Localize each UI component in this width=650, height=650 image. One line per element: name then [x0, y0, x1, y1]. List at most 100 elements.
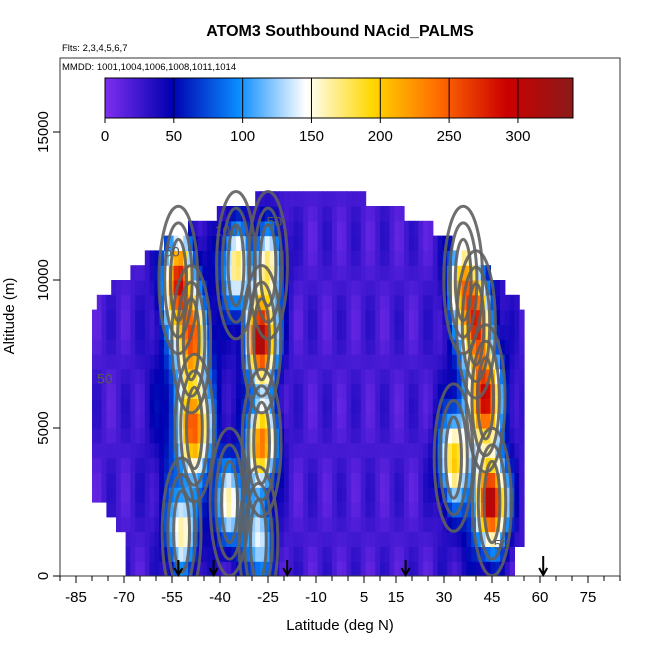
flight-arrows [173, 556, 549, 578]
heatmap-cell [221, 531, 227, 547]
heatmap-cell [269, 442, 275, 459]
heatmap-cell [394, 442, 400, 459]
heatmap-cell [255, 309, 261, 325]
heatmap-cell [389, 206, 395, 222]
heatmap-cell [461, 324, 467, 340]
heatmap-cell [514, 398, 520, 414]
heatmap-cell [130, 561, 136, 576]
heatmap-cell [389, 265, 395, 281]
heatmap-cell [279, 457, 285, 473]
heatmap-cell [212, 383, 218, 399]
heatmap-cell [140, 487, 146, 503]
heatmap-cell [298, 354, 304, 370]
heatmap-cell [284, 294, 290, 311]
heatmap-cell [423, 354, 429, 370]
heatmap-cell [514, 294, 520, 311]
heatmap-cell [264, 339, 271, 355]
heatmap-cell [332, 383, 338, 399]
heatmap-cell [216, 265, 223, 281]
heatmap-cell [495, 428, 501, 444]
heatmap-cell [360, 220, 367, 237]
heatmap-cell [106, 339, 112, 355]
heatmap-cell [322, 368, 328, 385]
heatmap-cell [360, 324, 367, 340]
heatmap-cell [351, 235, 357, 251]
heatmap-cell [250, 354, 256, 370]
heatmap-cell [408, 280, 415, 296]
heatmap-cell [135, 309, 141, 325]
heatmap-cell [394, 561, 400, 576]
heatmap-cell [466, 502, 472, 518]
heatmap-cell [130, 546, 136, 562]
heatmap-cell [144, 309, 151, 325]
heatmap-cell [332, 235, 338, 251]
heatmap-cell [130, 294, 136, 311]
heatmap-cell [466, 516, 472, 533]
heatmap-cell [260, 472, 266, 488]
heatmap-cell [370, 457, 376, 473]
heatmap-cell [370, 250, 376, 266]
heatmap-cell [188, 220, 194, 237]
heatmap-cell [154, 294, 160, 311]
heatmap-cell [380, 206, 386, 222]
heatmap-cell [164, 428, 170, 444]
contour-line [438, 399, 469, 517]
heatmap-cell [159, 383, 165, 399]
heatmap-cell [519, 502, 525, 518]
heatmap-cell [120, 294, 127, 311]
heatmap-cell [250, 546, 256, 562]
heatmap-cell [293, 457, 299, 473]
contour-label: 50 [267, 214, 283, 230]
heatmap-cell [404, 339, 410, 355]
heatmap-cell [135, 339, 141, 355]
heatmap-cell [226, 220, 232, 237]
heatmap-cell [418, 531, 424, 547]
heatmap-cell [384, 516, 391, 533]
contour-line [476, 356, 496, 441]
heatmap-cell [236, 235, 242, 251]
heatmap-cell [178, 457, 184, 473]
heatmap-cell [322, 383, 328, 399]
heatmap-cell [490, 531, 496, 547]
heatmap-cell [341, 531, 347, 547]
heatmap-cell [284, 191, 290, 207]
heatmap-cell [317, 472, 323, 488]
heatmap-cell [92, 309, 98, 325]
heatmap-cell [221, 206, 227, 222]
heatmap-cell [514, 428, 520, 444]
heatmap-cell [293, 339, 299, 355]
heatmap-cell [442, 354, 448, 370]
heatmap-cell [437, 324, 443, 340]
heatmap-cell [125, 413, 131, 429]
heatmap-cell [202, 487, 208, 503]
heatmap-cell [351, 294, 357, 311]
heatmap-cell [207, 220, 213, 237]
heatmap-cell [346, 561, 352, 576]
heatmap-cell [452, 294, 458, 311]
heatmap-cell [380, 502, 386, 518]
heatmap-cell [101, 457, 107, 473]
heatmap-cell [298, 206, 304, 222]
heatmap-cell [408, 457, 415, 473]
heatmap-cell [101, 339, 107, 355]
heatmap-cell [154, 531, 160, 547]
heatmap-cell [125, 531, 131, 547]
heatmap-cell [308, 516, 314, 533]
heatmap-cell [192, 442, 199, 459]
heatmap-cell [351, 220, 357, 237]
heatmap-cell [164, 265, 170, 281]
heatmap-cell [370, 280, 376, 296]
heatmap-cell [202, 265, 208, 281]
heatmap-cell [466, 561, 472, 576]
heatmap-cell [250, 487, 256, 503]
heatmap-cell [360, 339, 367, 355]
heatmap-cell [452, 472, 458, 488]
heatmap-cell [399, 339, 405, 355]
heatmap-cell [370, 368, 376, 385]
heatmap-cell [303, 294, 309, 311]
heatmap-cell [154, 561, 160, 576]
heatmap-cell [92, 339, 98, 355]
heatmap-cell [380, 398, 386, 414]
heatmap-cell [149, 457, 155, 473]
heatmap-cell [399, 368, 405, 385]
